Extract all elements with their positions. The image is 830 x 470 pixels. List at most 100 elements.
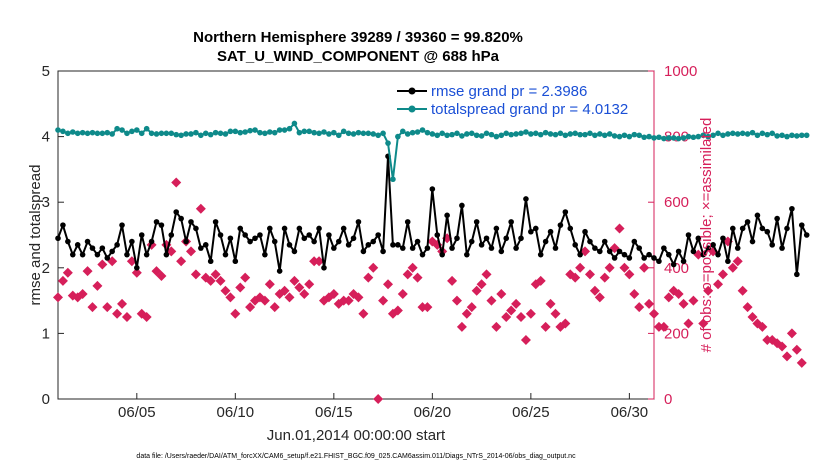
series-point [518, 235, 524, 242]
series-point [217, 130, 224, 137]
y-axis-label-right: # of obs: o=possible; ×=assimilated [698, 118, 715, 353]
series-point [227, 235, 234, 242]
obs-count-marker [781, 351, 792, 362]
series-point [562, 132, 569, 139]
series-point [409, 245, 416, 251]
series-point [193, 225, 199, 232]
obs-count-marker [358, 308, 369, 319]
series-point [769, 242, 776, 248]
series-point [168, 130, 175, 137]
series-point [222, 251, 229, 258]
series-point [611, 133, 618, 139]
series-point [528, 131, 534, 137]
series-point [138, 130, 145, 137]
chart-title: Northern Hemisphere 39289 / 39360 = 99.8… [193, 29, 523, 46]
series-point [321, 129, 327, 135]
obs-count-marker [235, 282, 246, 293]
x-tick-label: 06/20 [414, 404, 452, 421]
series-point [651, 255, 657, 261]
series-point [360, 248, 367, 255]
series-point [114, 242, 120, 248]
series-point [478, 133, 485, 139]
series-point [705, 245, 711, 251]
series-point [65, 130, 71, 137]
series-point [350, 131, 357, 137]
series-point [439, 251, 445, 258]
series-point [636, 132, 643, 139]
series-point [730, 225, 736, 232]
obs-count-marker [264, 279, 275, 290]
series-point [784, 225, 790, 232]
series-point [715, 251, 721, 258]
obs-count-marker [121, 312, 132, 322]
obs-count-marker [131, 267, 142, 278]
obs-count-marker [259, 295, 270, 306]
series-point [296, 129, 303, 136]
series-point [503, 130, 510, 137]
series-point [316, 130, 322, 137]
series-point [360, 130, 367, 137]
series-point [331, 245, 337, 251]
series-point [661, 135, 667, 142]
obs-count-marker [481, 269, 492, 280]
series-point [158, 222, 165, 228]
obs-count-marker [451, 295, 462, 306]
obs-count-marker [614, 223, 625, 234]
series-point [399, 128, 406, 135]
series-point [395, 242, 401, 248]
series-point [390, 242, 396, 248]
series-point [764, 228, 771, 235]
series-point [779, 132, 785, 139]
obs-count-marker [747, 312, 758, 322]
series-point [616, 248, 623, 255]
obs-count-marker [240, 272, 251, 283]
series-point [212, 219, 219, 225]
series-point [99, 245, 106, 251]
y-tick-label-right: 200 [664, 325, 689, 342]
obs-count-marker [279, 285, 290, 296]
series-point [572, 242, 578, 248]
series-point [744, 131, 751, 137]
series-point [611, 255, 618, 261]
obs-count-marker [476, 279, 487, 290]
series-point [720, 132, 726, 139]
series-point [291, 120, 298, 127]
series-point [498, 248, 505, 255]
series-point [74, 130, 81, 137]
series-point [439, 130, 445, 137]
series-point [552, 245, 559, 251]
y-tick-label-right: 1000 [664, 63, 697, 80]
obs-count-marker [786, 328, 797, 339]
obs-count-marker [245, 302, 256, 313]
series-point [700, 251, 707, 258]
series-point [557, 222, 564, 228]
series-point [710, 132, 716, 139]
series-point [424, 129, 431, 136]
series-point [567, 225, 574, 232]
series-point [508, 219, 514, 225]
series-point [734, 131, 741, 137]
series-point [464, 251, 470, 258]
series-point [774, 133, 780, 139]
series-point [784, 133, 790, 140]
legend: rmse grand pr = 2.3986 totalspread grand… [397, 83, 628, 118]
series-point [104, 129, 111, 136]
series-point [670, 261, 677, 268]
series-point [488, 131, 495, 138]
obs-count-marker [619, 262, 630, 273]
series-point [380, 130, 386, 137]
obs-count-marker [737, 285, 748, 296]
series-point [247, 127, 253, 134]
series-point [626, 255, 633, 261]
series-point [340, 128, 347, 135]
y-tick-label-left: 0 [42, 391, 50, 408]
series-point [665, 135, 672, 141]
series-point [286, 125, 293, 132]
series-point [518, 130, 524, 137]
obs-count-marker [284, 292, 295, 303]
series-point [262, 130, 268, 137]
series-point [419, 127, 426, 133]
series-point [143, 125, 150, 132]
series-point [665, 251, 672, 258]
obs-count-marker [594, 292, 605, 303]
